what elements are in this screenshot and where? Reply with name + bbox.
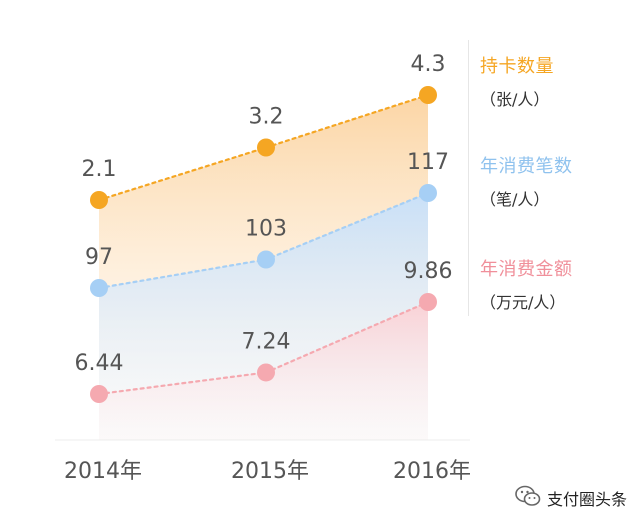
point-card-count-1 — [257, 138, 275, 157]
area-spending-amount — [99, 302, 428, 440]
legend-item-spending-amount: 年消费金额 （万元/人） — [480, 258, 573, 314]
value-label-spending-amount-1: 7.24 — [242, 329, 291, 354]
legend-item-transaction-count: 年消费笔数 （笔/人） — [480, 155, 573, 211]
wechat-icon — [515, 485, 541, 511]
legend-unit-transaction-count: （笔/人） — [480, 190, 550, 209]
legend-divider — [468, 40, 469, 316]
legend-unit-card-count: （张/人） — [480, 90, 550, 109]
footer-label: 支付圈头条 — [547, 490, 628, 509]
footer-watermark: 支付圈头条 — [515, 485, 627, 511]
x-tick-label-2: 2016年 — [393, 459, 471, 484]
point-spending-amount-2 — [419, 293, 437, 311]
legend-label-card-count: 持卡数量 — [480, 56, 554, 77]
value-label-card-count-0: 2.1 — [82, 157, 117, 182]
point-transaction-count-0 — [90, 279, 108, 297]
point-transaction-count-1 — [257, 250, 275, 269]
legend-item-card-count: 持卡数量 （张/人） — [480, 55, 554, 111]
point-spending-amount-1 — [257, 363, 275, 382]
value-label-transaction-count-1: 103 — [245, 217, 287, 242]
legend-label-spending-amount: 年消费金额 — [480, 259, 573, 280]
value-label-spending-amount-0: 6.44 — [75, 351, 124, 376]
value-label-spending-amount-2: 9.86 — [404, 259, 453, 284]
value-label-card-count-1: 3.2 — [249, 105, 284, 130]
point-transaction-count-2 — [419, 184, 437, 202]
legend-label-transaction-count: 年消费笔数 — [480, 156, 573, 177]
point-card-count-2 — [419, 86, 437, 104]
point-spending-amount-0 — [90, 385, 108, 403]
legend-unit-spending-amount: （万元/人） — [480, 293, 566, 312]
value-label-card-count-2: 4.3 — [411, 52, 446, 77]
x-tick-label-1: 2015年 — [231, 459, 309, 484]
value-label-transaction-count-2: 117 — [407, 150, 449, 175]
x-tick-label-0: 2014年 — [64, 459, 142, 484]
value-label-transaction-count-0: 97 — [85, 245, 113, 270]
point-card-count-0 — [90, 191, 108, 209]
